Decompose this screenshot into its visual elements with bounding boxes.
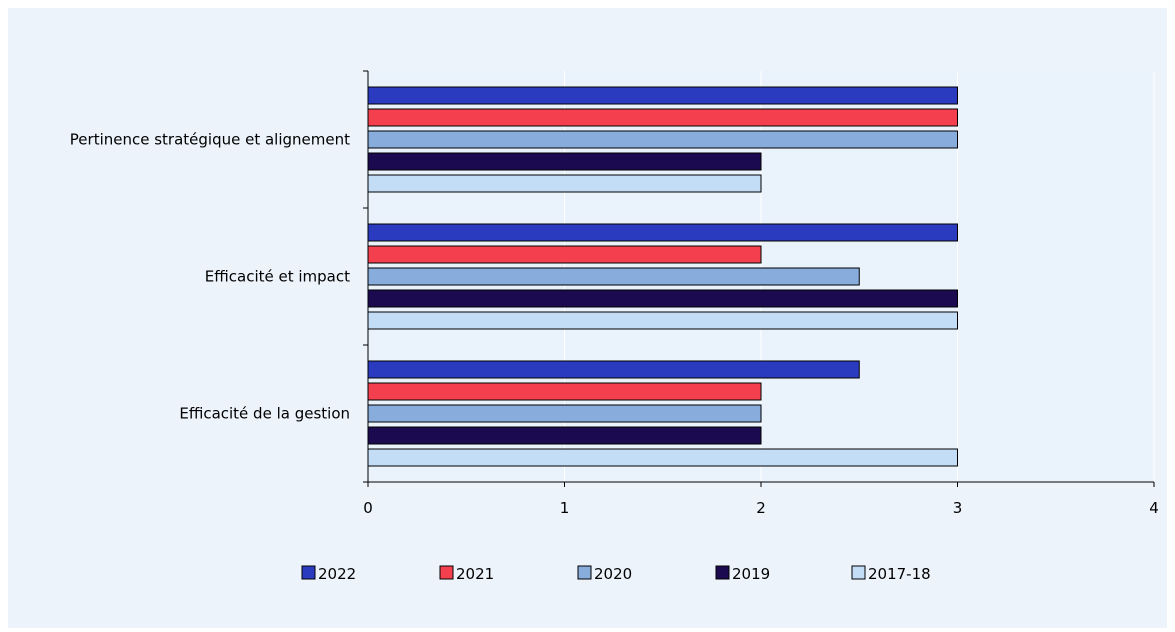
category-label: Pertinence stratégique et alignement [70, 131, 350, 149]
x-axis-ticks: 0 1 2 3 4 [363, 482, 1159, 517]
category-label: Efficacité de la gestion [179, 405, 350, 423]
category-label: Efficacité et impact [205, 268, 350, 286]
bar-2019-3 [367, 426, 762, 445]
legend-swatch-2020 [577, 565, 592, 580]
legend-label-2022: 2022 [318, 565, 356, 583]
bar-2019-2 [367, 289, 958, 308]
bar-2022-3 [367, 360, 860, 379]
bar-2022-1 [367, 86, 958, 105]
bar-2021-1 [367, 108, 958, 127]
legend-label-2019: 2019 [732, 565, 770, 583]
legend: 2022 2021 2020 2019 2017-18 [301, 565, 931, 583]
x-tick-label: 1 [560, 499, 570, 517]
bar-2021-2 [367, 245, 762, 264]
bar-2020-1 [367, 130, 958, 149]
legend-label-2020: 2020 [594, 565, 632, 583]
bar-2022-2 [367, 223, 958, 242]
bar-2017-18-1 [367, 174, 762, 193]
bar-2017-18-3 [367, 448, 958, 467]
legend-swatch-2021 [439, 565, 454, 580]
legend-label-2021: 2021 [456, 565, 494, 583]
x-tick-label: 4 [1149, 499, 1159, 517]
legend-swatch-2019 [715, 565, 730, 580]
bar-2020-3 [367, 404, 762, 423]
x-tick-label: 3 [953, 499, 963, 517]
bars [367, 86, 958, 467]
x-tick-label: 2 [756, 499, 766, 517]
bar-2019-1 [367, 152, 762, 171]
legend-swatch-2022 [301, 565, 316, 580]
bar-2017-18-2 [367, 311, 958, 330]
y-axis-labels: Pertinence stratégique et alignement Effi… [70, 131, 350, 423]
bar-2021-3 [367, 382, 762, 401]
legend-swatch-2017-18 [851, 565, 866, 580]
legend-label-2017-18: 2017-18 [868, 565, 931, 583]
bar-2020-2 [367, 267, 860, 286]
x-tick-label: 0 [363, 499, 373, 517]
